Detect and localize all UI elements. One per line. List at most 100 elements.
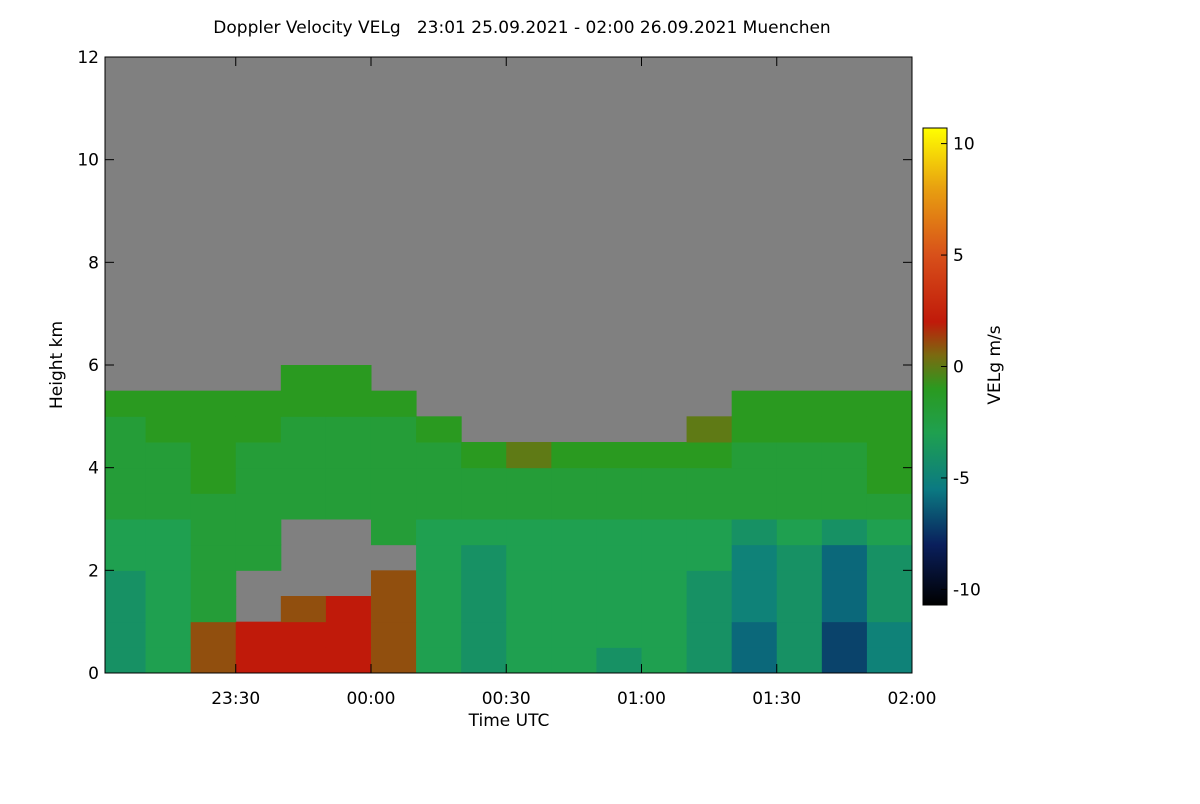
heatmap-cell bbox=[190, 647, 237, 674]
heatmap-cell bbox=[596, 493, 642, 520]
heatmap-cell bbox=[776, 596, 823, 623]
heatmap-cell bbox=[731, 390, 778, 417]
heatmap-cell bbox=[190, 621, 237, 648]
heatmap-cell bbox=[731, 544, 778, 571]
heatmap-cell bbox=[821, 442, 868, 469]
heatmap-cell bbox=[686, 467, 733, 494]
colorbar-label: VELg m/s bbox=[985, 325, 1005, 404]
y-tick-label: 10 bbox=[77, 151, 99, 171]
x-tick-label: 02:00 bbox=[888, 689, 937, 709]
heatmap-cell bbox=[506, 621, 552, 648]
heatmap-cell bbox=[821, 570, 868, 597]
heatmap-cell bbox=[370, 519, 417, 546]
colorbar-tick-label: 10 bbox=[953, 135, 975, 155]
heatmap-cell bbox=[416, 596, 462, 623]
heatmap-cell bbox=[235, 544, 282, 571]
heatmap-cell bbox=[190, 416, 237, 443]
heatmap-cell bbox=[551, 647, 597, 674]
heatmap-cell bbox=[686, 621, 733, 648]
heatmap-cell bbox=[776, 570, 823, 597]
heatmap-cell bbox=[105, 467, 147, 494]
colorbar-tick-label: -10 bbox=[953, 580, 981, 600]
heatmap-cell bbox=[190, 493, 237, 520]
heatmap-cell bbox=[866, 442, 913, 469]
x-axis-label: Time UTC bbox=[468, 711, 550, 731]
heatmap-cell bbox=[551, 570, 597, 597]
heatmap-cell bbox=[370, 390, 417, 417]
heatmap-cell bbox=[105, 596, 147, 623]
heatmap-cell bbox=[190, 390, 237, 417]
heatmap-cell bbox=[506, 647, 552, 674]
heatmap-cell bbox=[190, 570, 237, 597]
heatmap-cell bbox=[596, 647, 642, 674]
heatmap-cell bbox=[280, 596, 327, 623]
heatmap-cell bbox=[416, 467, 462, 494]
colorbar-tick-label: 0 bbox=[953, 358, 964, 378]
heatmap-cell bbox=[551, 467, 597, 494]
heatmap-cell bbox=[105, 544, 147, 571]
heatmap-cell bbox=[416, 647, 462, 674]
heatmap-cell bbox=[821, 390, 868, 417]
heatmap-cell bbox=[325, 467, 372, 494]
chart-title: Doppler Velocity VELg 23:01 25.09.2021 -… bbox=[213, 18, 830, 38]
heatmap-cell bbox=[866, 467, 913, 494]
heatmap-cell bbox=[641, 467, 688, 494]
heatmap-cell bbox=[551, 493, 597, 520]
heatmap-cell bbox=[416, 570, 462, 597]
colorbar-tick-label: -5 bbox=[953, 469, 970, 489]
x-tick-label: 00:30 bbox=[482, 689, 531, 709]
heatmap-cell bbox=[506, 570, 552, 597]
heatmap-cell bbox=[461, 442, 507, 469]
heatmap-cell bbox=[105, 493, 147, 520]
heatmap-cell bbox=[686, 596, 733, 623]
heatmap-cell bbox=[776, 647, 823, 674]
heatmap-cell bbox=[280, 416, 327, 443]
heatmap-cell bbox=[325, 621, 372, 648]
heatmap-cell bbox=[731, 596, 778, 623]
heatmap-cell bbox=[370, 647, 417, 674]
heatmap-cell bbox=[776, 621, 823, 648]
heatmap-cell bbox=[686, 519, 733, 546]
heatmap-cell bbox=[596, 544, 642, 571]
heatmap-cell bbox=[145, 596, 192, 623]
heatmap-cell bbox=[641, 442, 688, 469]
heatmap-cell bbox=[506, 544, 552, 571]
heatmap-cell bbox=[370, 493, 417, 520]
heatmap-cell bbox=[776, 493, 823, 520]
heatmap-cell bbox=[235, 390, 282, 417]
heatmap-cell bbox=[370, 621, 417, 648]
heatmap-cell bbox=[235, 442, 282, 469]
heatmap-cell bbox=[190, 596, 237, 623]
heatmap-cell bbox=[370, 416, 417, 443]
heatmap-cell bbox=[280, 493, 327, 520]
heatmap-cell bbox=[821, 621, 868, 648]
y-tick-label: 2 bbox=[88, 561, 99, 581]
heatmap-cell bbox=[416, 493, 462, 520]
heatmap-cell bbox=[235, 621, 282, 648]
heatmap-cell bbox=[686, 416, 733, 443]
heatmap-cell bbox=[105, 416, 147, 443]
heatmap-cell bbox=[641, 647, 688, 674]
heatmap-cell bbox=[235, 519, 282, 546]
heatmap-cell bbox=[506, 596, 552, 623]
heatmap-cell bbox=[866, 416, 913, 443]
heatmap-cell bbox=[235, 467, 282, 494]
heatmap-cell bbox=[145, 493, 192, 520]
heatmap-cell bbox=[641, 596, 688, 623]
heatmap-cell bbox=[325, 416, 372, 443]
y-tick-label: 8 bbox=[88, 253, 99, 273]
heatmap-cell bbox=[551, 544, 597, 571]
heatmap-cell bbox=[416, 544, 462, 571]
heatmap-cell bbox=[731, 621, 778, 648]
heatmap-cell bbox=[866, 647, 913, 674]
heatmap-cell bbox=[416, 519, 462, 546]
heatmap-cell bbox=[145, 647, 192, 674]
heatmap-cell bbox=[461, 621, 507, 648]
heatmap-cell bbox=[551, 519, 597, 546]
heatmap-cell bbox=[776, 390, 823, 417]
heatmap-cell bbox=[235, 416, 282, 443]
heatmap-cell bbox=[731, 647, 778, 674]
heatmap-cell bbox=[235, 493, 282, 520]
heatmap-cell bbox=[596, 467, 642, 494]
